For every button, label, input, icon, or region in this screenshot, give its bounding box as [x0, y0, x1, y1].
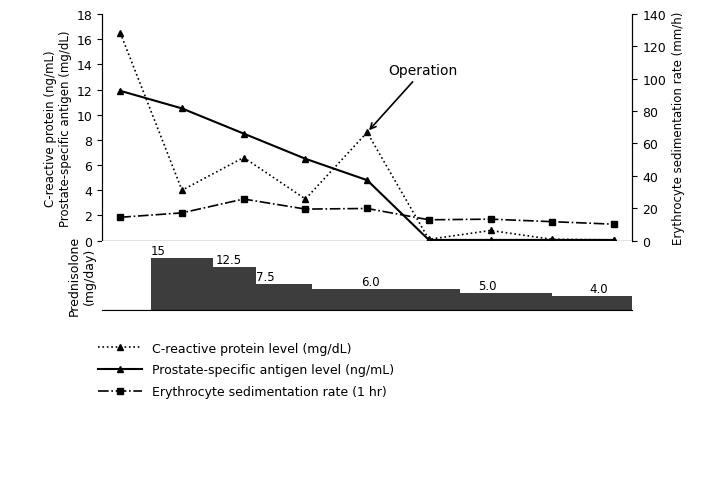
Legend: C-reactive protein level (mg/dL), Prostate-specific antigen level (ng/mL), Eryth: C-reactive protein level (mg/dL), Prosta… — [94, 337, 399, 403]
Text: 5.0: 5.0 — [478, 279, 497, 292]
Text: 6.0: 6.0 — [361, 276, 379, 289]
Y-axis label: C-reactive protein (ng/mL)
Prostate-specific antigen (mg/dL): C-reactive protein (ng/mL) Prostate-spec… — [44, 30, 72, 226]
Text: 15: 15 — [151, 244, 166, 258]
Y-axis label: Prednisolone
(mg/day): Prednisolone (mg/day) — [68, 236, 96, 316]
Bar — [553, 297, 645, 311]
Text: 12.5: 12.5 — [216, 253, 242, 266]
Bar — [312, 290, 459, 311]
Text: 4.0: 4.0 — [590, 283, 608, 296]
Text: Operation: Operation — [370, 64, 458, 130]
X-axis label: Time after drug therapy (months): Time after drug therapy (months) — [250, 270, 484, 283]
Bar — [256, 285, 312, 311]
Text: 7.5: 7.5 — [256, 271, 275, 284]
Bar — [213, 267, 256, 311]
Bar — [459, 293, 553, 311]
Bar — [151, 259, 213, 311]
Y-axis label: Erythrocyte sedimentation rate (mm/h): Erythrocyte sedimentation rate (mm/h) — [672, 12, 685, 244]
